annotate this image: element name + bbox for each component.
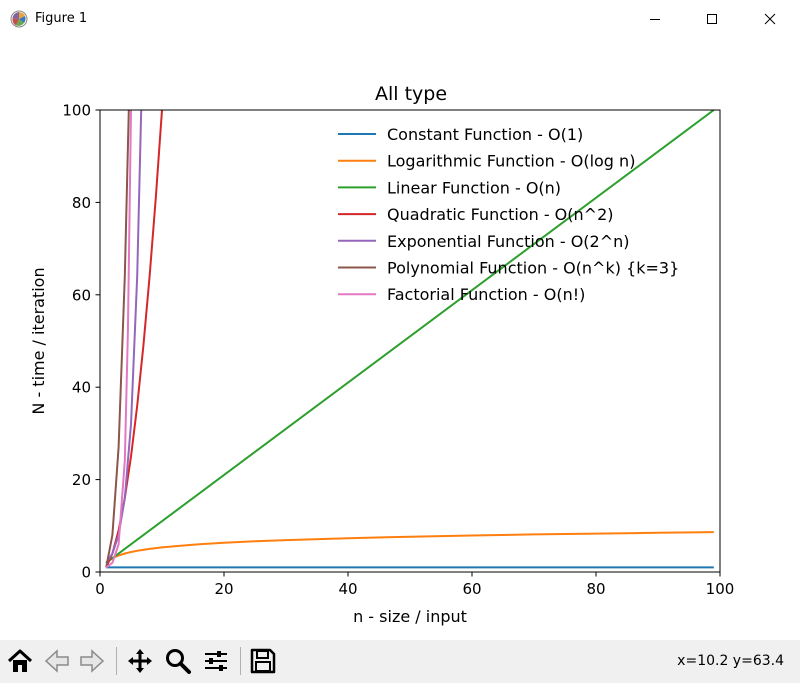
back-arrow-icon xyxy=(44,649,69,673)
x-tick-label: 80 xyxy=(586,580,605,598)
series-line-1 xyxy=(105,531,714,564)
zoom-icon xyxy=(166,649,191,674)
x-tick-label: 40 xyxy=(338,580,357,598)
close-button[interactable] xyxy=(747,0,793,38)
axes-frame xyxy=(99,109,721,573)
x-axis-label: n - size / input xyxy=(353,607,467,626)
minimize-icon xyxy=(650,19,660,20)
y-axis-ticks: 0 20 40 60 80 100 xyxy=(62,102,100,582)
window-title: Figure 1 xyxy=(35,11,88,26)
back-button[interactable] xyxy=(41,645,73,677)
line-chart[interactable]: All type 0 20 40 60 80 100 0 20 40 60 80 100 n - s… xyxy=(0,38,800,640)
home-button[interactable] xyxy=(4,645,36,677)
legend-entry: Linear Function - O(n) xyxy=(387,178,561,197)
home-icon xyxy=(7,649,33,672)
y-tick-label: 20 xyxy=(72,471,91,489)
legend-entry: Quadratic Function - O(n^2) xyxy=(387,205,613,224)
plot-lines xyxy=(105,110,715,569)
series-line-5 xyxy=(105,110,130,568)
save-button[interactable] xyxy=(247,645,279,677)
legend-entry: Polynomial Function - O(n^k) {k=3} xyxy=(387,259,679,278)
y-tick-label: 40 xyxy=(72,379,91,397)
y-tick-label: 100 xyxy=(62,102,91,120)
series-line-2 xyxy=(105,110,715,564)
legend-entry: Exponential Function - O(2^n) xyxy=(387,232,630,251)
legend-entry: Factorial Function - O(n!) xyxy=(387,285,585,304)
y-tick-label: 60 xyxy=(72,286,91,304)
configure-subplots-icon xyxy=(205,651,227,671)
toolbar-separator xyxy=(240,647,241,675)
minimize-button[interactable] xyxy=(632,0,678,38)
legend-entry: Logarithmic Function - O(log n) xyxy=(387,152,635,171)
cursor-coordinates: x=10.2 y=63.4 xyxy=(677,653,784,669)
navigation-toolbar: x=10.2 y=63.4 xyxy=(0,640,800,683)
zoom-button[interactable] xyxy=(162,645,194,677)
x-axis-ticks: 0 20 40 60 80 100 xyxy=(95,572,734,598)
x-tick-label: 0 xyxy=(95,580,105,598)
save-icon xyxy=(250,648,276,674)
pan-icon xyxy=(128,649,152,673)
window-titlebar: Figure 1 xyxy=(0,0,800,38)
maximize-icon xyxy=(707,14,717,24)
series-line-6 xyxy=(105,110,132,569)
figure-canvas[interactable]: All type 0 20 40 60 80 100 0 20 40 60 80 100 n - s… xyxy=(0,38,800,640)
y-axis-label: N - time / iteration xyxy=(29,267,48,414)
legend-entry: Constant Function - O(1) xyxy=(387,125,583,144)
toolbar-separator xyxy=(116,647,117,675)
pan-button[interactable] xyxy=(124,645,156,677)
close-icon xyxy=(764,13,776,25)
y-tick-label: 0 xyxy=(81,564,91,582)
series-line-4 xyxy=(105,110,143,564)
maximize-button[interactable] xyxy=(689,0,735,38)
y-tick-label: 80 xyxy=(72,194,91,212)
matplotlib-logo-icon xyxy=(10,10,28,28)
x-tick-label: 60 xyxy=(462,580,481,598)
forward-arrow-icon xyxy=(80,649,105,673)
forward-button[interactable] xyxy=(76,645,108,677)
x-tick-label: 100 xyxy=(706,580,735,598)
configure-subplots-button[interactable] xyxy=(200,645,232,677)
legend: Constant Function - O(1) Logarithmic Func… xyxy=(338,125,679,304)
x-tick-label: 20 xyxy=(214,580,233,598)
chart-title: All type xyxy=(375,83,447,105)
